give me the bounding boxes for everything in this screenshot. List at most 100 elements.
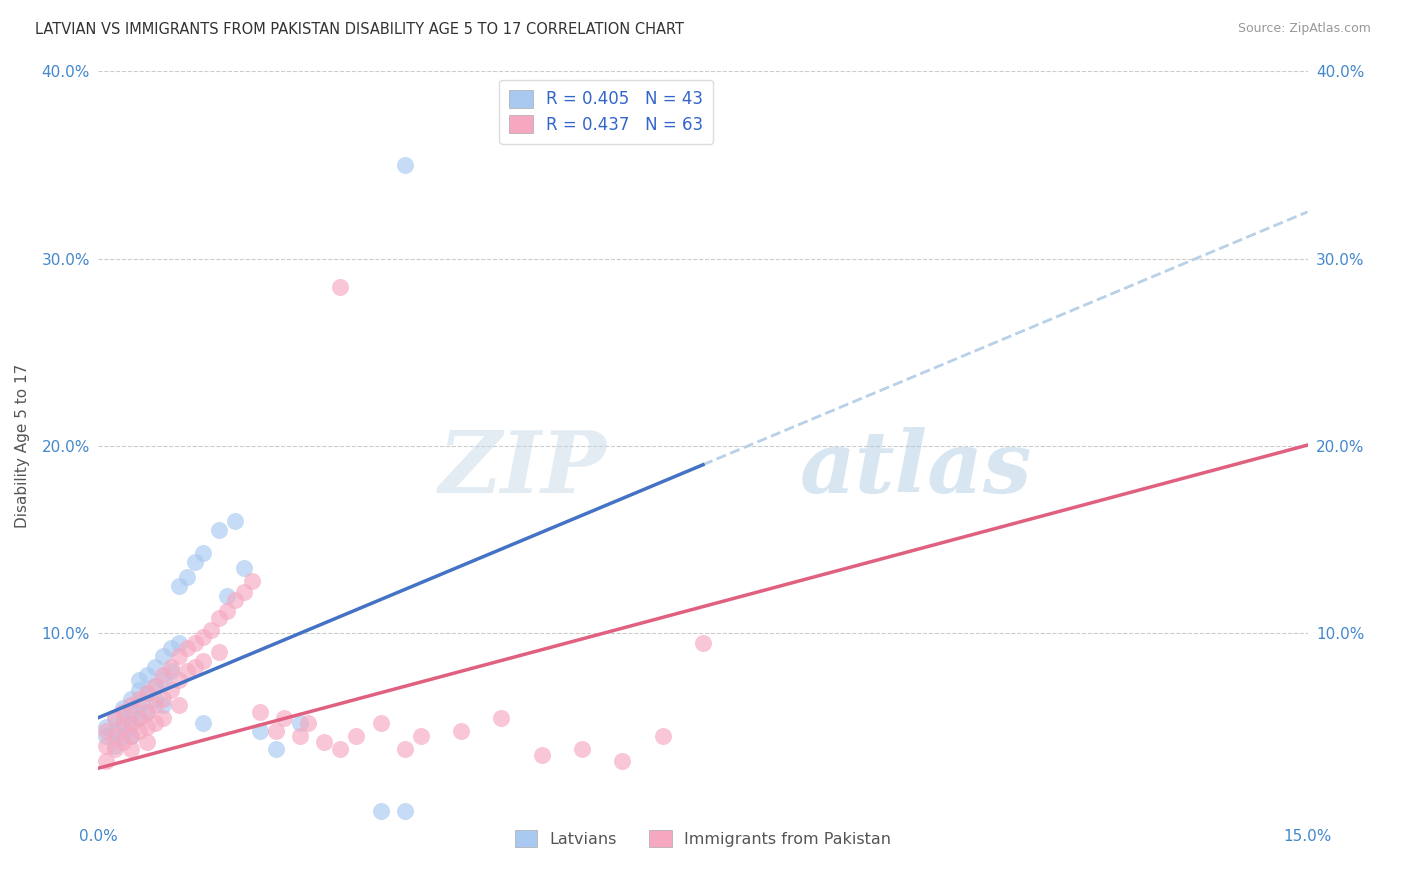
- Point: [176, 664, 198, 678]
- Point: [96, 739, 118, 753]
- Point: [111, 720, 134, 734]
- Point: [103, 710, 125, 724]
- Legend: Latvians, Immigrants from Pakistan: Latvians, Immigrants from Pakistan: [509, 823, 897, 854]
- Point: [120, 698, 142, 712]
- Point: [103, 742, 125, 756]
- Point: [160, 664, 183, 678]
- Point: [370, 716, 392, 731]
- Point: [135, 735, 157, 749]
- Point: [111, 701, 134, 715]
- Point: [217, 604, 239, 618]
- Point: [96, 720, 118, 734]
- Point: [184, 660, 207, 674]
- Point: [152, 692, 174, 706]
- Point: [128, 723, 150, 738]
- Point: [135, 686, 157, 700]
- Point: [193, 630, 215, 644]
- Text: LATVIAN VS IMMIGRANTS FROM PAKISTAN DISABILITY AGE 5 TO 17 CORRELATION CHART: LATVIAN VS IMMIGRANTS FROM PAKISTAN DISA…: [35, 22, 685, 37]
- Point: [143, 716, 166, 731]
- Point: [135, 720, 157, 734]
- Point: [143, 660, 166, 674]
- Point: [120, 692, 142, 706]
- Point: [288, 716, 311, 731]
- Point: [193, 655, 215, 669]
- Point: [96, 754, 118, 768]
- Point: [176, 641, 198, 656]
- Point: [232, 585, 254, 599]
- Point: [224, 514, 246, 528]
- Point: [167, 580, 190, 594]
- Point: [143, 679, 166, 693]
- Point: [160, 682, 183, 697]
- Point: [152, 710, 174, 724]
- Point: [329, 742, 352, 756]
- Point: [120, 716, 142, 731]
- Point: [96, 730, 118, 744]
- Point: [217, 589, 239, 603]
- Point: [491, 710, 513, 724]
- Point: [167, 635, 190, 649]
- Point: [208, 611, 231, 625]
- Point: [143, 679, 166, 693]
- Point: [103, 730, 125, 744]
- Point: [152, 648, 174, 663]
- Point: [530, 747, 553, 762]
- Point: [135, 705, 157, 719]
- Point: [152, 698, 174, 712]
- Point: [120, 742, 142, 756]
- Point: [264, 723, 287, 738]
- Text: ZIP: ZIP: [439, 426, 606, 510]
- Point: [208, 645, 231, 659]
- Point: [128, 682, 150, 697]
- Point: [651, 730, 673, 744]
- Point: [160, 641, 183, 656]
- Point: [128, 673, 150, 688]
- Point: [394, 805, 416, 819]
- Point: [167, 648, 190, 663]
- Point: [167, 673, 190, 688]
- Point: [450, 723, 472, 738]
- Point: [249, 705, 271, 719]
- Point: [103, 710, 125, 724]
- Point: [344, 730, 367, 744]
- Point: [193, 716, 215, 731]
- Point: [143, 692, 166, 706]
- Point: [167, 698, 190, 712]
- Point: [288, 730, 311, 744]
- Point: [571, 742, 593, 756]
- Point: [329, 280, 352, 294]
- Point: [111, 705, 134, 719]
- Point: [111, 730, 134, 744]
- Point: [120, 705, 142, 719]
- Point: [394, 158, 416, 172]
- Point: [193, 546, 215, 560]
- Point: [264, 742, 287, 756]
- Point: [249, 723, 271, 738]
- Point: [96, 723, 118, 738]
- Point: [152, 667, 174, 681]
- Point: [128, 692, 150, 706]
- Point: [297, 716, 319, 731]
- Point: [240, 574, 263, 588]
- Point: [135, 686, 157, 700]
- Point: [184, 555, 207, 569]
- Point: [208, 524, 231, 538]
- Y-axis label: Disability Age 5 to 17: Disability Age 5 to 17: [15, 364, 31, 528]
- Point: [135, 667, 157, 681]
- Point: [103, 723, 125, 738]
- Point: [232, 561, 254, 575]
- Point: [200, 623, 222, 637]
- Point: [612, 754, 634, 768]
- Point: [128, 710, 150, 724]
- Point: [111, 735, 134, 749]
- Point: [120, 730, 142, 744]
- Point: [273, 710, 295, 724]
- Text: Source: ZipAtlas.com: Source: ZipAtlas.com: [1237, 22, 1371, 36]
- Point: [128, 710, 150, 724]
- Point: [394, 742, 416, 756]
- Point: [160, 660, 183, 674]
- Point: [128, 698, 150, 712]
- Point: [176, 570, 198, 584]
- Point: [120, 730, 142, 744]
- Point: [103, 739, 125, 753]
